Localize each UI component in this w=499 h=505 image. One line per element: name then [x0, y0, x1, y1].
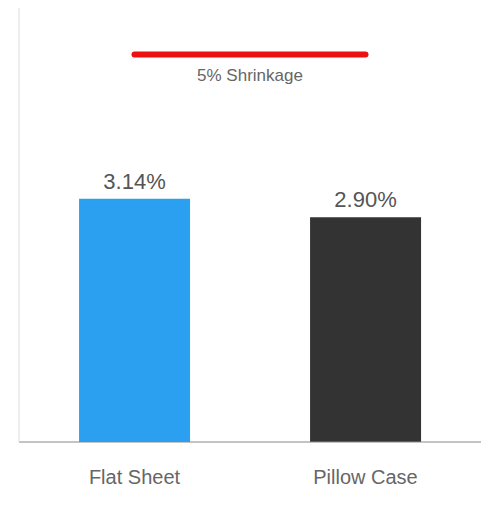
svg-text:Flat Sheet: Flat Sheet — [89, 466, 181, 488]
svg-text:2.90%: 2.90% — [334, 187, 396, 212]
svg-text:Pillow Case: Pillow Case — [313, 466, 417, 488]
svg-text:3.14%: 3.14% — [103, 169, 165, 194]
svg-text:5% Shrinkage: 5% Shrinkage — [197, 66, 303, 85]
